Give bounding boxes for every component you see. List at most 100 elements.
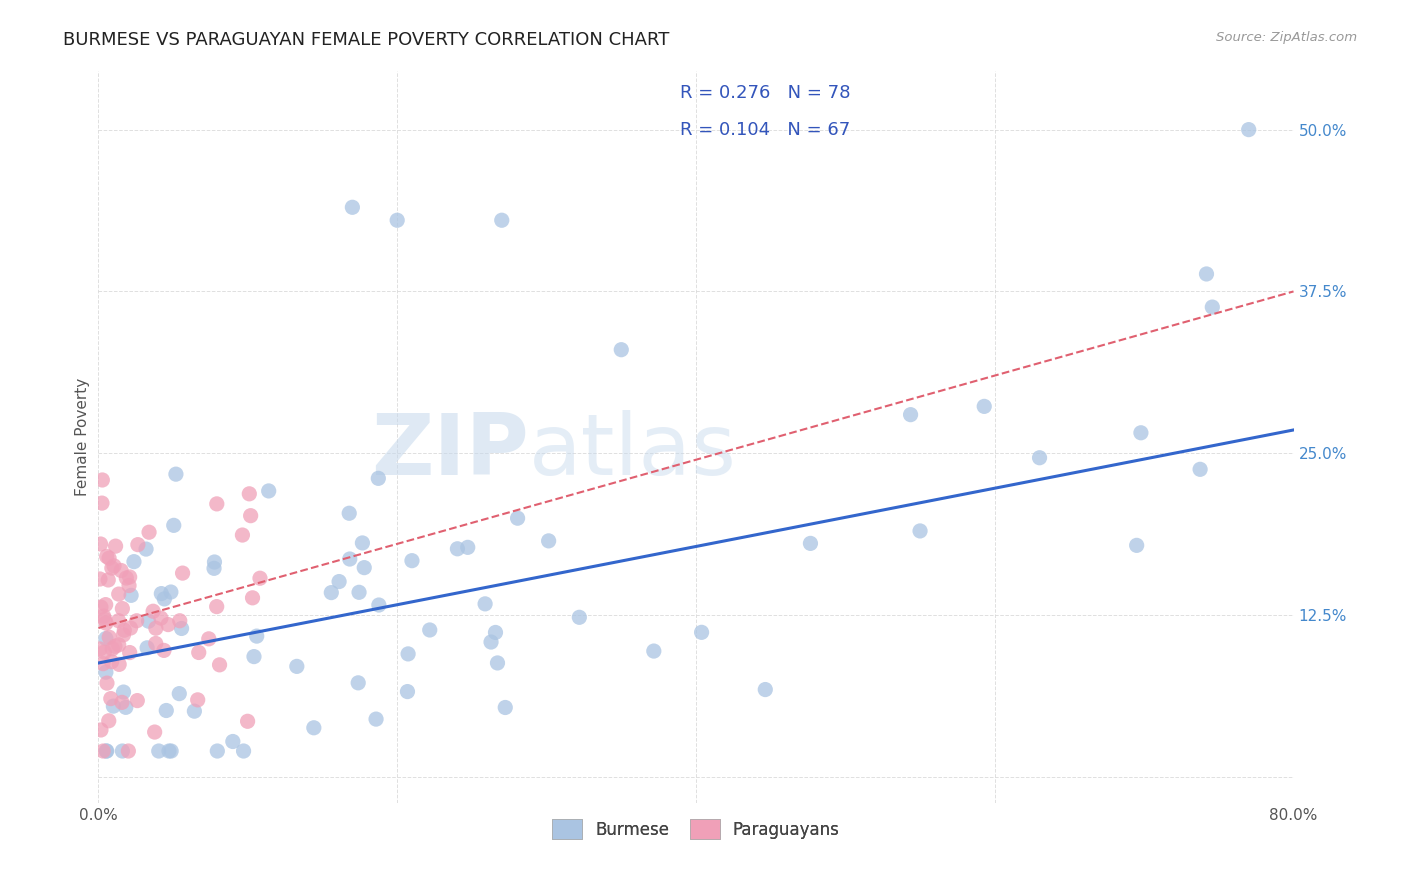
Point — [222, 734, 245, 748]
Point — [118, 646, 141, 660]
Point — [110, 564, 132, 578]
Text: R = 0.104   N = 67: R = 0.104 N = 67 — [681, 121, 851, 139]
Point — [101, 561, 124, 575]
Point — [204, 555, 226, 569]
Point — [257, 483, 280, 498]
Point — [1237, 122, 1260, 136]
Point — [396, 684, 419, 698]
Point — [337, 506, 360, 520]
Point — [457, 541, 479, 555]
Point — [108, 657, 131, 672]
Point — [1195, 267, 1218, 281]
Point — [120, 621, 142, 635]
Point — [1125, 538, 1147, 552]
Point — [127, 693, 149, 707]
Point — [103, 699, 125, 714]
Point — [94, 665, 117, 680]
Point — [205, 599, 228, 614]
Point — [207, 744, 229, 758]
Point — [111, 744, 134, 758]
Point — [165, 467, 187, 482]
Point — [97, 573, 120, 587]
Text: R = 0.276   N = 78: R = 0.276 N = 78 — [681, 85, 851, 103]
Point — [205, 497, 228, 511]
Point — [142, 604, 165, 618]
Point — [187, 693, 209, 707]
Point — [118, 578, 141, 592]
Point — [163, 518, 186, 533]
Point — [112, 623, 135, 637]
Point — [122, 555, 145, 569]
Point — [908, 524, 931, 538]
Point — [148, 744, 170, 758]
Point — [107, 638, 129, 652]
Point — [187, 645, 209, 659]
Point — [239, 508, 262, 523]
Point — [136, 640, 159, 655]
Y-axis label: Female Poverty: Female Poverty — [75, 378, 90, 496]
Point — [321, 585, 343, 599]
Point — [328, 574, 350, 589]
Point — [238, 487, 260, 501]
Point — [91, 744, 114, 758]
Point — [643, 644, 665, 658]
Point — [537, 533, 560, 548]
Point — [396, 647, 419, 661]
Point — [107, 587, 129, 601]
Point — [242, 591, 264, 605]
Point — [1028, 450, 1050, 465]
Point — [246, 629, 269, 643]
Point — [145, 636, 167, 650]
Point — [91, 496, 114, 510]
Point — [100, 691, 122, 706]
Point — [93, 609, 115, 624]
Point — [107, 614, 129, 628]
Text: Source: ZipAtlas.com: Source: ZipAtlas.com — [1216, 31, 1357, 45]
Point — [153, 591, 176, 606]
Point — [208, 657, 231, 672]
Point — [197, 632, 219, 646]
Point — [101, 641, 124, 656]
Point — [506, 511, 529, 525]
Point — [339, 552, 361, 566]
Point — [367, 598, 389, 612]
Point — [1129, 425, 1152, 440]
Point — [114, 700, 136, 714]
Point — [91, 473, 114, 487]
Point — [169, 687, 191, 701]
Point — [900, 408, 922, 422]
Point — [94, 616, 117, 631]
Point — [494, 700, 516, 714]
Point — [112, 685, 135, 699]
Point — [385, 213, 409, 227]
Point — [94, 612, 117, 626]
Point — [169, 614, 191, 628]
Point — [138, 525, 160, 540]
Point — [401, 554, 423, 568]
Point — [367, 471, 389, 485]
Point — [568, 610, 591, 624]
Point — [118, 570, 141, 584]
Legend: Burmese, Paraguayans: Burmese, Paraguayans — [543, 809, 849, 849]
Point — [183, 704, 205, 718]
Point — [236, 714, 259, 729]
Point — [157, 744, 180, 758]
Point — [160, 585, 183, 599]
Point — [117, 744, 139, 758]
Point — [243, 649, 266, 664]
Point — [474, 597, 496, 611]
Point — [125, 614, 148, 628]
Point — [347, 585, 370, 599]
Point — [96, 744, 118, 758]
Text: ZIP: ZIP — [371, 410, 529, 493]
Point — [347, 676, 370, 690]
Point — [91, 657, 114, 671]
Point — [143, 725, 166, 739]
Point — [96, 676, 118, 690]
Point — [446, 541, 468, 556]
Point — [1189, 462, 1212, 476]
Point — [138, 614, 160, 628]
Point — [111, 695, 134, 709]
Point — [93, 645, 115, 659]
Point — [157, 617, 180, 632]
